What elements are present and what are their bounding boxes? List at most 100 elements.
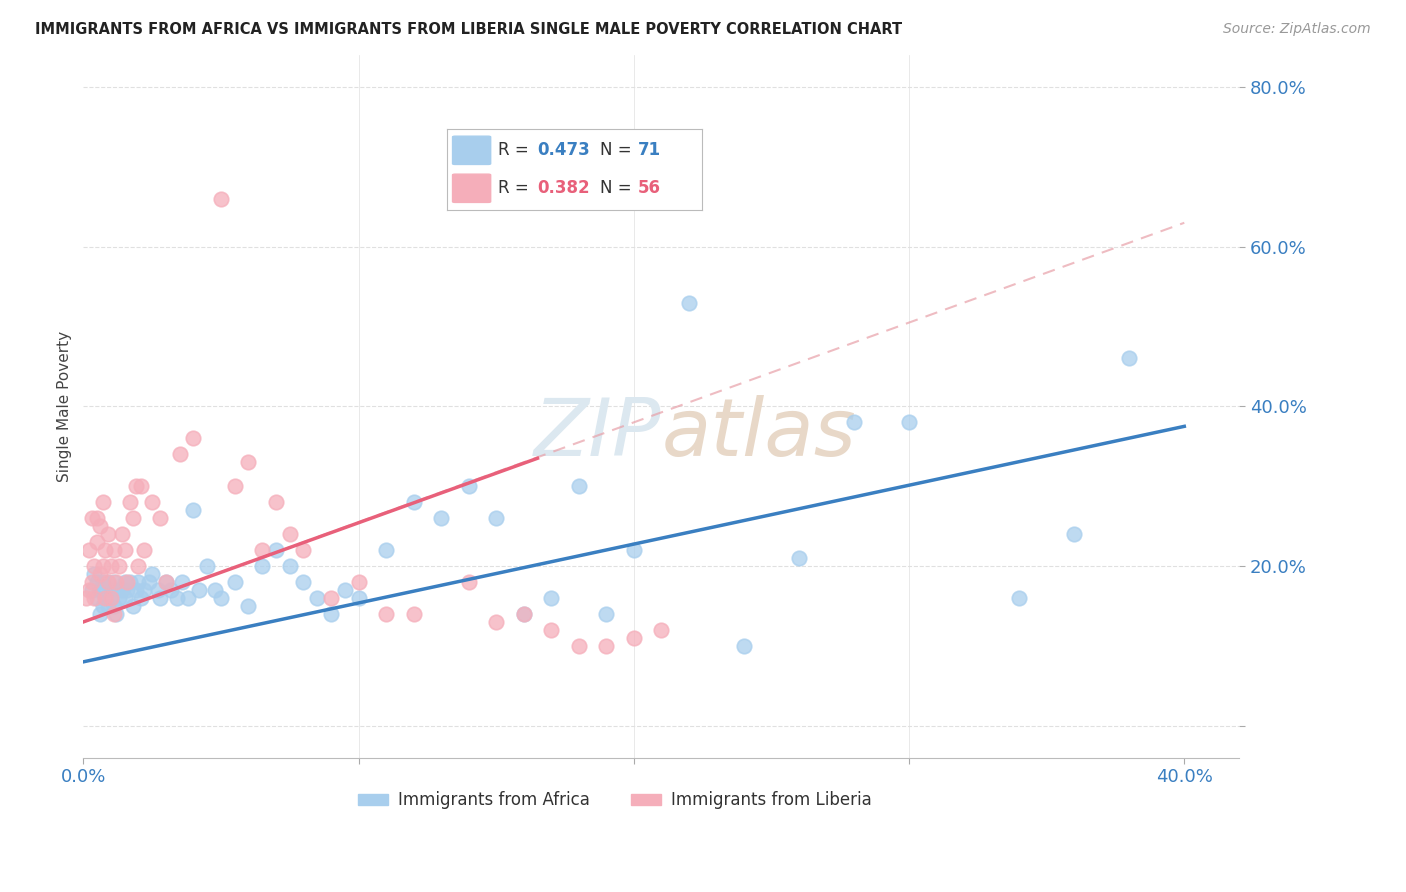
- Point: [319, 607, 342, 621]
- Point: [124, 479, 146, 493]
- Point: [347, 591, 370, 605]
- Point: [623, 631, 645, 645]
- Point: [402, 495, 425, 509]
- Point: [430, 511, 453, 525]
- Point: [898, 415, 921, 429]
- Point: [333, 582, 356, 597]
- Point: [103, 607, 125, 621]
- Point: [114, 591, 136, 605]
- Point: [155, 574, 177, 589]
- Point: [183, 503, 205, 517]
- Point: [402, 607, 425, 621]
- Point: [114, 543, 136, 558]
- Point: [121, 511, 143, 525]
- Point: [132, 543, 155, 558]
- Point: [94, 582, 117, 597]
- Point: [733, 639, 755, 653]
- Point: [127, 574, 149, 589]
- Point: [292, 543, 315, 558]
- Point: [195, 559, 218, 574]
- Point: [678, 295, 700, 310]
- Point: [842, 415, 865, 429]
- Text: IMMIGRANTS FROM AFRICA VS IMMIGRANTS FROM LIBERIA SINGLE MALE POVERTY CORRELATIO: IMMIGRANTS FROM AFRICA VS IMMIGRANTS FRO…: [35, 22, 903, 37]
- Point: [111, 527, 134, 541]
- Point: [100, 559, 122, 574]
- Point: [292, 574, 315, 589]
- Text: ZIP: ZIP: [534, 395, 661, 474]
- Point: [117, 582, 139, 597]
- Point: [595, 639, 617, 653]
- Point: [124, 582, 146, 597]
- Point: [650, 623, 672, 637]
- Point: [1063, 527, 1085, 541]
- Point: [540, 623, 562, 637]
- Point: [457, 479, 479, 493]
- Point: [375, 543, 398, 558]
- Point: [97, 574, 120, 589]
- Point: [132, 582, 155, 597]
- Point: [117, 574, 139, 589]
- Point: [138, 574, 160, 589]
- Point: [80, 511, 103, 525]
- Point: [172, 574, 194, 589]
- Point: [121, 599, 143, 613]
- Point: [120, 495, 142, 509]
- Legend: Immigrants from Africa, Immigrants from Liberia: Immigrants from Africa, Immigrants from …: [352, 785, 879, 816]
- Point: [146, 582, 169, 597]
- Point: [105, 607, 128, 621]
- Point: [264, 495, 287, 509]
- Point: [105, 574, 128, 589]
- Point: [103, 543, 125, 558]
- Point: [209, 192, 232, 206]
- Point: [375, 607, 398, 621]
- Point: [787, 551, 810, 566]
- Point: [94, 591, 117, 605]
- Point: [209, 591, 232, 605]
- Point: [91, 574, 114, 589]
- Point: [77, 543, 100, 558]
- Point: [187, 582, 209, 597]
- Point: [86, 535, 108, 549]
- Point: [250, 543, 273, 558]
- Point: [100, 591, 122, 605]
- Point: [103, 574, 125, 589]
- Point: [141, 567, 163, 582]
- Point: [568, 479, 591, 493]
- Point: [149, 511, 172, 525]
- Point: [278, 527, 301, 541]
- Point: [80, 582, 103, 597]
- Point: [105, 582, 128, 597]
- Point: [224, 479, 246, 493]
- Point: [91, 559, 114, 574]
- Point: [485, 511, 508, 525]
- Point: [169, 447, 191, 461]
- Point: [89, 607, 111, 621]
- Point: [97, 527, 120, 541]
- Point: [204, 582, 226, 597]
- Point: [100, 582, 122, 597]
- Point: [141, 495, 163, 509]
- Point: [512, 607, 534, 621]
- Point: [512, 607, 534, 621]
- Point: [91, 599, 114, 613]
- Point: [108, 591, 131, 605]
- Point: [568, 639, 591, 653]
- Point: [97, 574, 120, 589]
- Point: [623, 543, 645, 558]
- Point: [224, 574, 246, 589]
- Point: [540, 591, 562, 605]
- Point: [160, 582, 183, 597]
- Point: [86, 574, 108, 589]
- Point: [91, 495, 114, 509]
- Point: [94, 591, 117, 605]
- Point: [177, 591, 200, 605]
- Point: [1118, 351, 1140, 366]
- Point: [457, 574, 479, 589]
- Point: [129, 591, 152, 605]
- Point: [83, 591, 105, 605]
- Point: [319, 591, 342, 605]
- Point: [155, 574, 177, 589]
- Point: [264, 543, 287, 558]
- Point: [347, 574, 370, 589]
- Point: [103, 599, 125, 613]
